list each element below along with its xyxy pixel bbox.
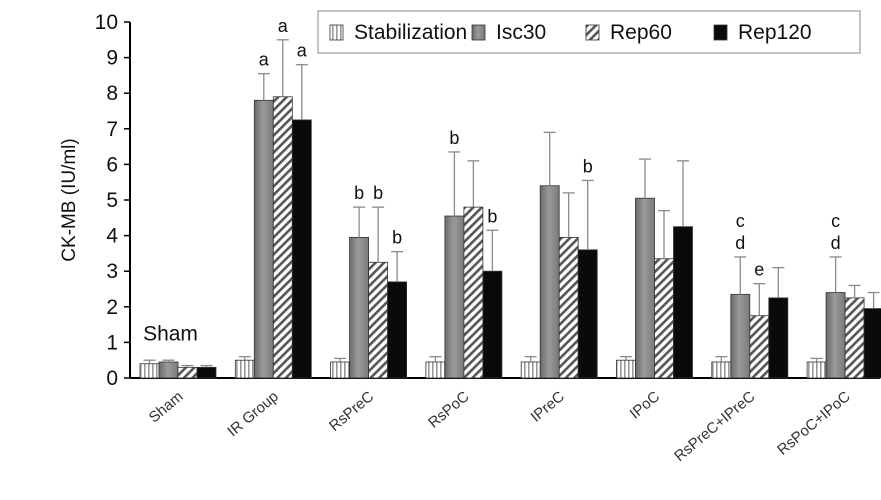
bar-rspoc-isc30 <box>444 215 465 379</box>
y-tick-label: 5 <box>106 189 118 212</box>
y-tick-label: 0 <box>106 367 118 390</box>
y-tick-label: 9 <box>106 47 118 70</box>
legend-label-isc30: Isc30 <box>496 21 546 44</box>
significance-letter: b <box>583 156 593 176</box>
y-tick-label: 4 <box>106 225 118 248</box>
significance-letter: a <box>278 16 289 36</box>
x-tick-label-iprec: IPreC <box>527 388 567 426</box>
bar-rspoc-ipoc-isc30 <box>825 292 846 379</box>
bar-ipoc-rep60 <box>654 258 674 379</box>
y-tick-label: 3 <box>106 260 118 283</box>
legend-swatch-stabilization <box>329 24 344 41</box>
x-tick-label-rspoc-ipoc: RsPoC+IPoC <box>774 388 854 459</box>
bar-sham-isc30 <box>158 361 179 379</box>
bar-ir-group-rep60 <box>272 96 293 379</box>
legend-label-stabilization: Stabilization <box>354 21 467 44</box>
significance-letter: b <box>449 128 459 148</box>
legend-label-rep120: Rep120 <box>738 21 812 44</box>
bar-ipoc-isc30 <box>635 197 655 379</box>
bar-ipoc-rep120 <box>673 226 693 379</box>
sham-label: Sham <box>143 323 198 346</box>
bar-rsprec-iprec-stabilization <box>711 361 732 379</box>
y-ticks: 0 1 2 3 4 5 6 7 8 9 10 <box>95 11 130 390</box>
x-ticks: Sham IR Group RsPreC RsPoC IPreC IPoC RsPreC+I… <box>146 388 854 465</box>
bar-iprec-rep120 <box>577 249 598 379</box>
x-tick-label-ir-group: IR Group <box>224 388 282 440</box>
bar-ipoc-stabilization <box>616 359 636 379</box>
y-axis-label: CK-MB (IU/ml) <box>59 138 80 261</box>
bar-sham-stabilization <box>139 363 160 379</box>
x-tick-label-rsprec: RsPreC <box>326 388 377 435</box>
significance-letter: a <box>297 41 308 61</box>
significance-letter: b <box>354 183 364 203</box>
bar-rspoc-ipoc-rep60 <box>844 297 865 379</box>
legend-swatch-isc30 <box>471 24 486 41</box>
bar-rsprec-rep60 <box>368 261 389 379</box>
significance-letter: d <box>735 233 745 253</box>
bar-ir-group-stabilization <box>234 359 255 379</box>
legend-swatch-rep120 <box>713 24 728 41</box>
significance-letter: b <box>392 228 402 248</box>
bar-rspoc-ipoc-rep120 <box>863 308 881 379</box>
y-tick-label: 8 <box>106 82 118 105</box>
y-tick-label: 2 <box>106 296 118 319</box>
bar-rspoc-rep60 <box>463 206 484 379</box>
bar-ir-group-rep120 <box>291 119 312 379</box>
significance-letter: b <box>373 183 383 203</box>
bar-iprec-stabilization <box>520 361 541 379</box>
bar-rsprec-rep120 <box>387 281 408 379</box>
bar-sham-rep120 <box>196 366 217 379</box>
bar-rspoc-rep120 <box>482 270 503 379</box>
x-tick-label-ipoc: IPoC <box>627 388 664 423</box>
bar-rspoc-stabilization <box>425 361 446 379</box>
error-bars <box>143 39 880 368</box>
bars <box>139 96 881 379</box>
legend-label-rep60: Rep60 <box>610 21 672 44</box>
legend: Stabilization Isc30 Rep60 Rep120 <box>317 10 861 54</box>
significance-letter: b <box>487 206 497 226</box>
x-tick-label-rspoc: RsPoC <box>425 388 472 432</box>
significance-letter: d <box>831 233 841 253</box>
bar-rsprec-iprec-rep120 <box>768 297 789 379</box>
legend-swatch-rep60 <box>585 24 600 41</box>
bar-rsprec-stabilization <box>330 361 351 379</box>
significance-letter: c <box>736 211 745 231</box>
x-tick-label-sham: Sham <box>146 388 187 426</box>
y-tick-label: 10 <box>95 11 118 34</box>
bar-rspoc-ipoc-stabilization <box>806 361 827 379</box>
significance-letter: c <box>831 211 840 231</box>
bar-rsprec-isc30 <box>349 236 370 379</box>
significance-letter: e <box>754 260 764 280</box>
x-tick-label-rsprec-iprec: RsPreC+IPreC <box>671 388 758 465</box>
y-tick-label: 7 <box>106 118 118 141</box>
bar-rsprec-iprec-isc30 <box>730 293 751 379</box>
bar-sham-rep60 <box>177 366 198 379</box>
significance-letter: a <box>259 50 270 70</box>
y-tick-label: 1 <box>106 331 118 354</box>
bar-iprec-isc30 <box>539 185 560 379</box>
y-tick-label: 6 <box>106 153 118 176</box>
bar-rsprec-iprec-rep60 <box>749 315 770 379</box>
bar-iprec-rep60 <box>558 236 579 379</box>
bar-ir-group-isc30 <box>253 99 274 379</box>
